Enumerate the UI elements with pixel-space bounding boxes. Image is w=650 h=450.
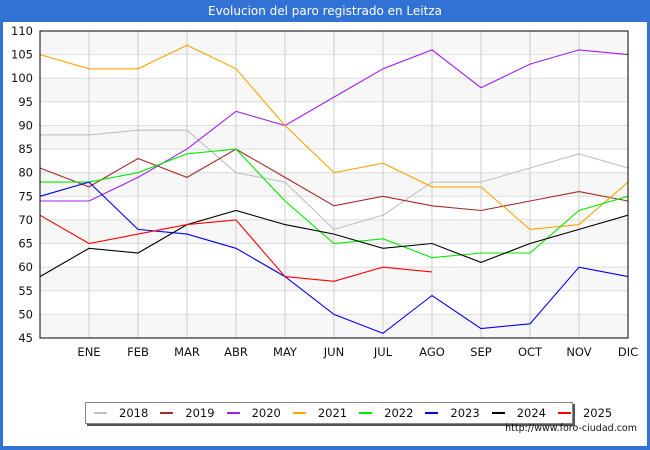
x-tick-label: MAY bbox=[273, 345, 298, 359]
series-line-2023 bbox=[39, 181, 629, 334]
x-axis-ticks: ENE FEB MAR ABR MAY JUN JUL AGO SEP OCT NOV DIC bbox=[77, 345, 638, 359]
legend-item-2019: 2019 bbox=[160, 406, 215, 420]
x-tick-label: DIC bbox=[618, 345, 638, 359]
legend-item-2018: 2018 bbox=[94, 406, 148, 420]
y-tick-label: 100 bbox=[11, 71, 33, 85]
legend-label: 2025 bbox=[582, 406, 613, 420]
legend-label: 2024 bbox=[516, 406, 546, 420]
y-tick-label: 90 bbox=[18, 118, 33, 132]
series-line-2025 bbox=[39, 214, 433, 282]
legend-swatch bbox=[160, 412, 174, 414]
legend-label: 2022 bbox=[384, 406, 414, 420]
legend-swatch bbox=[359, 412, 373, 414]
y-tick-label: 80 bbox=[18, 166, 33, 180]
y-tick-label: 75 bbox=[18, 189, 33, 203]
legend-swatch bbox=[491, 412, 505, 414]
series-line-2018 bbox=[40, 129, 629, 231]
y-tick-label: 65 bbox=[18, 237, 33, 251]
y-axis-ticks: 45 50 55 60 65 70 75 80 85 90 95 100 105 110 bbox=[11, 24, 33, 345]
plot-frame bbox=[39, 30, 629, 339]
y-tick-label: 55 bbox=[18, 284, 33, 298]
x-tick-label: MAR bbox=[174, 345, 200, 359]
legend-label: 2019 bbox=[185, 406, 215, 420]
line-chart: 45 50 55 60 65 70 75 80 85 90 95 100 105 110 ENE FEB MA… bbox=[11, 24, 638, 359]
series-line-2022 bbox=[40, 148, 629, 259]
x-tick-label: ABR bbox=[224, 345, 248, 359]
legend-item-2022: 2022 bbox=[359, 406, 413, 420]
x-tick-label: AGO bbox=[419, 345, 445, 359]
y-tick-label: 70 bbox=[18, 213, 33, 227]
legend-label: 2018 bbox=[119, 406, 149, 420]
y-tick-label: 45 bbox=[18, 331, 33, 345]
legend-item-2024: 2024 bbox=[491, 406, 546, 420]
chart-panel: 45 50 55 60 65 70 75 80 85 90 95 100 105 110 ENE FEB MA… bbox=[3, 22, 647, 446]
x-tick-label: NOV bbox=[566, 345, 591, 359]
x-tick-label: ENE bbox=[77, 345, 100, 359]
legend-item-2020: 2020 bbox=[226, 406, 281, 420]
series-line-2020 bbox=[40, 49, 629, 202]
series-lines bbox=[39, 44, 629, 334]
source-url: http://www.foro-ciudad.com bbox=[505, 423, 637, 434]
series-line-2021 bbox=[39, 44, 629, 230]
legend-item-2021: 2021 bbox=[292, 406, 348, 420]
legend-item-2025: 2025 bbox=[557, 406, 613, 420]
legend-swatch bbox=[292, 412, 306, 414]
legend-swatch bbox=[94, 412, 107, 414]
x-tick-label: SEP bbox=[470, 345, 492, 359]
y-tick-label: 110 bbox=[11, 24, 33, 38]
chart-title: Evolucion del paro registrado en Leitza bbox=[208, 4, 442, 18]
x-tick-label: FEB bbox=[127, 345, 149, 359]
legend-swatch bbox=[425, 412, 439, 414]
y-tick-label: 105 bbox=[11, 48, 33, 62]
legend-label: 2020 bbox=[251, 406, 281, 420]
y-tick-label: 60 bbox=[18, 260, 33, 274]
legend-swatch bbox=[226, 412, 240, 414]
x-tick-label: JUN bbox=[323, 345, 344, 359]
y-tick-label: 50 bbox=[18, 307, 33, 321]
x-tick-label: JUL bbox=[373, 345, 393, 359]
legend-item-2023: 2023 bbox=[425, 406, 480, 420]
legend-swatch bbox=[557, 412, 571, 414]
legend-label: 2023 bbox=[450, 406, 480, 420]
legend: 2018 2019 2020 2021 2022 2023 2024 2025 bbox=[85, 402, 612, 424]
legend-label: 2021 bbox=[317, 406, 348, 420]
y-tick-label: 85 bbox=[18, 142, 33, 156]
series-line-2019 bbox=[39, 148, 629, 212]
x-tick-label: OCT bbox=[518, 345, 543, 359]
y-tick-label: 95 bbox=[18, 95, 33, 109]
series-line-2024 bbox=[39, 209, 629, 278]
